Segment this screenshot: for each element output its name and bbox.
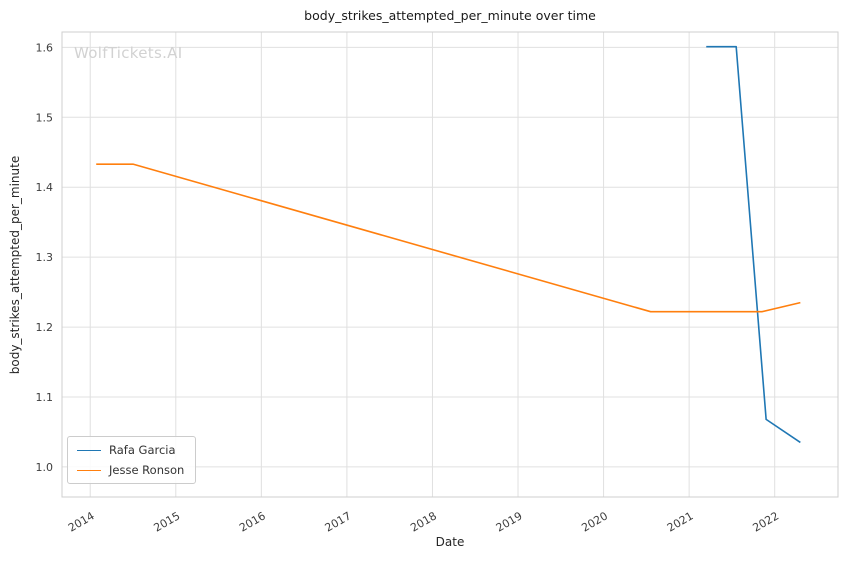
legend-label: Jesse Ronson (109, 463, 185, 477)
legend-label: Rafa Garcia (109, 443, 176, 457)
svg-text:2014: 2014 (66, 509, 97, 534)
svg-text:2020: 2020 (579, 509, 610, 534)
svg-text:2016: 2016 (237, 509, 268, 534)
svg-text:1.6: 1.6 (36, 41, 54, 54)
watermark: WolfTickets.AI (74, 44, 183, 62)
svg-text:1.3: 1.3 (36, 251, 54, 264)
svg-text:1.2: 1.2 (36, 321, 54, 334)
x-axis-label: Date (435, 535, 465, 549)
svg-text:1.1: 1.1 (36, 391, 54, 404)
legend-line-swatch (77, 449, 101, 451)
y-axis-label: body_strikes_attempted_per_minute (8, 155, 23, 374)
svg-text:1.4: 1.4 (36, 181, 54, 194)
legend-item: Rafa Garcia (77, 443, 184, 457)
legend-line-swatch (77, 469, 101, 471)
svg-text:2017: 2017 (323, 509, 354, 534)
chart-title: body_strikes_attempted_per_minute over t… (304, 8, 596, 23)
svg-text:2015: 2015 (152, 509, 183, 534)
svg-text:1.0: 1.0 (36, 461, 54, 474)
svg-text:1.5: 1.5 (36, 111, 54, 124)
svg-text:2018: 2018 (408, 509, 439, 534)
svg-text:2021: 2021 (665, 509, 696, 534)
legend: Rafa Garcia Jesse Ronson (67, 436, 197, 484)
svg-text:2019: 2019 (494, 509, 525, 534)
svg-text:2022: 2022 (750, 509, 781, 534)
legend-item: Jesse Ronson (77, 463, 184, 477)
y-axis-label-wrap: body_strikes_attempted_per_minute (0, 32, 30, 497)
